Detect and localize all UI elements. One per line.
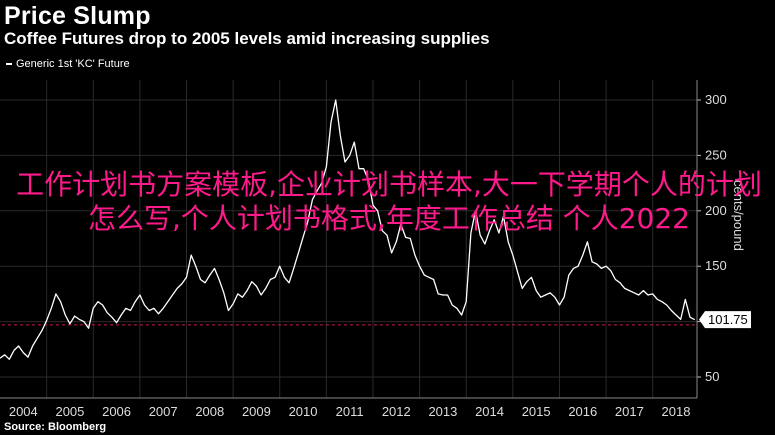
x-tick-label: 2017 [615,404,644,419]
x-tick-label: 2014 [475,404,504,419]
source-note: Source: Bloomberg [4,421,107,433]
x-tick-label: 2004 [9,404,38,419]
y-tick-label: 250 [705,147,727,162]
x-tick-label: 2008 [195,404,224,419]
legend-label: Generic 1st 'KC' Future [16,58,130,70]
last-value-box [699,311,751,329]
legend-swatch [6,63,12,66]
y-tick-label: 300 [705,92,727,107]
x-tick-label: 2016 [568,404,597,419]
series-line-kc-future [0,99,696,360]
chart-title: Price Slump [4,2,151,30]
y-tick-label: 150 [705,258,727,273]
x-tick-label: 2005 [55,404,84,419]
chart-legend: Generic 1st 'KC' Future [6,58,130,70]
x-tick-label: 2011 [336,404,364,419]
overlay-watermark-text: 工作计划书方案模板,企业计划书样本,大一下学期个人的计划怎么写,个人计划书格式,… [16,168,762,235]
y-tick-label: 200 [705,203,727,218]
chart-subtitle: Coffee Futures drop to 2005 levels amid … [4,29,490,48]
x-tick-label: 2015 [522,404,551,419]
x-tick-label: 2009 [242,404,271,419]
x-tick-label: 2013 [428,404,457,419]
x-tick-label: 2010 [289,404,318,419]
last-value-label: 101.75 [708,312,748,327]
x-tick-label: 2018 [662,404,691,419]
x-tick-label: 2012 [382,404,411,419]
y-tick-label: 50 [705,369,719,384]
x-tick-label: 2006 [102,404,131,419]
last-value-callout: 101.75 [699,311,751,329]
x-tick-label: 2007 [149,404,178,419]
